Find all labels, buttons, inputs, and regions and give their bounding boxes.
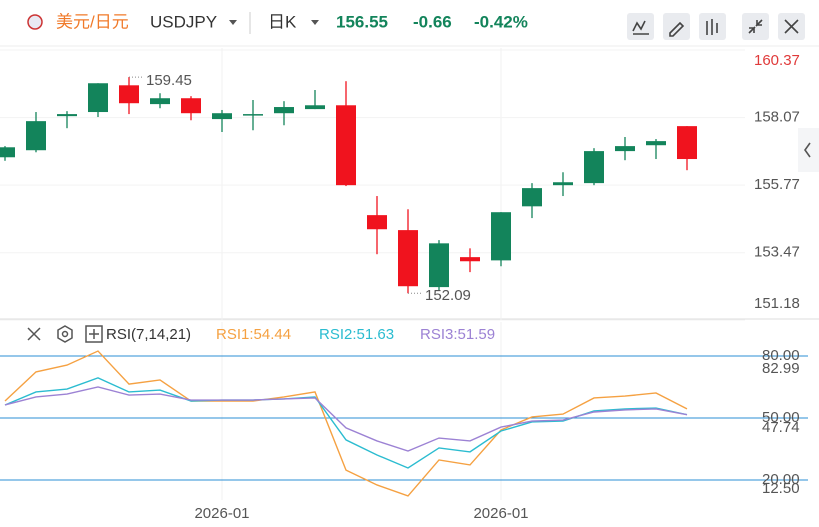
price-change-pct: -0.42% [474,12,528,31]
scale-label: 12.50 [762,480,800,497]
y-tick-label: 151.18 [754,295,800,312]
remove-indicator[interactable] [27,327,41,341]
candle-body [119,85,139,104]
candle-body [553,182,573,186]
add-icon [89,329,99,339]
candle-body [522,188,542,207]
candle-body [243,114,263,116]
candle-body [677,126,697,160]
y-tick-label: 153.47 [754,244,800,261]
collapse-icon [804,142,811,158]
candle-body [0,147,15,158]
legend-entry: RSI1:54.44 [216,326,291,343]
candle-body [57,114,77,117]
candle-body [26,121,46,151]
settings-icon[interactable] [57,325,73,343]
fullscreen-button[interactable] [742,13,769,40]
rsi-line [4,386,688,452]
high-annotation: 159.45 [146,72,192,89]
scale-label: 82.99 [762,360,800,377]
legend-entry: RSI3:51.59 [420,326,495,343]
candle-body [584,151,604,184]
scale-label: 47.74 [762,419,800,436]
y-tick-label: 155.77 [754,176,800,193]
collapse-button[interactable] [798,128,819,172]
candle-body [429,243,449,288]
indicator-title: RSI(7,14,21) [106,326,191,343]
price-change: -0.66 [413,12,452,31]
candle-body [274,107,294,114]
candle-body [398,230,418,287]
y-tick-label: 160.37 [754,52,800,69]
toolbar-icons [632,19,799,37]
settings-icon-center [61,330,69,338]
candle-body [615,146,635,152]
toolbar [627,13,805,40]
candle-body [646,141,666,146]
legend-entry: RSI2:51.63 [319,326,394,343]
y-tick-label: 50.00 [762,409,800,426]
symbol[interactable]: USDJPY [150,12,217,31]
candle-body [336,105,356,186]
indicator-button[interactable] [627,13,654,40]
x-tick-label: 2026-01 [473,505,528,522]
period[interactable]: 日K [268,12,297,31]
candle-body [305,105,325,110]
x-tick-label: 2026-01 [194,505,249,522]
candle-body [491,212,511,261]
last-price: 156.55 [336,12,388,31]
candle-body [212,113,232,120]
period-dropdown[interactable] [311,20,319,25]
pair-name[interactable]: 美元/日元 [56,12,129,31]
add-indicator[interactable] [85,325,103,343]
candle-body [367,215,387,230]
candle-body [181,98,201,114]
candle-body [88,83,108,113]
candle-body [150,98,170,105]
y-tick-label: 20.00 [762,471,800,488]
flag-icon [27,14,43,30]
candle-body [460,257,480,262]
y-tick-label: 80.00 [762,347,800,364]
rsi-line [4,350,688,497]
low-annotation: 152.09 [425,287,471,304]
rsi-line [4,377,688,469]
y-tick-label: 158.07 [754,109,800,126]
symbol-dropdown[interactable] [229,20,237,25]
